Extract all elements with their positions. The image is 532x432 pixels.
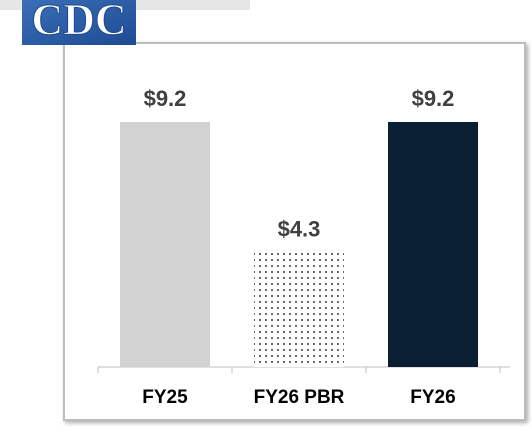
data-label: $9.2 <box>144 86 187 111</box>
data-label: $4.3 <box>278 216 321 241</box>
logo: CDC <box>31 0 126 44</box>
x-tick-label: FY26 <box>410 387 455 408</box>
bar <box>120 122 210 367</box>
logo-box <box>22 0 136 45</box>
x-tick-label: FY26 PBR <box>254 387 345 408</box>
bar <box>388 122 478 367</box>
data-label: $9.2 <box>412 86 455 111</box>
bar <box>254 252 344 367</box>
x-tick-label: FY25 <box>142 387 188 408</box>
